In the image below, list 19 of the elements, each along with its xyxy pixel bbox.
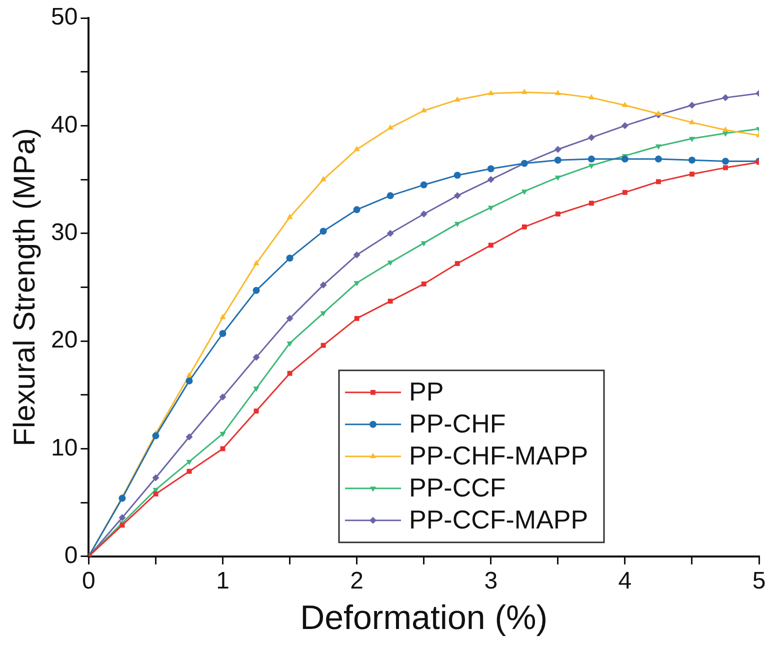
x-tick-label: 5 [752, 567, 766, 594]
x-tick-label: 0 [82, 567, 96, 594]
x-axis-title: Deformation (%) [300, 598, 548, 637]
legend-label: PP-CHF-MAPP [409, 440, 588, 471]
x-tick-label: 1 [216, 567, 230, 594]
y-tick-label: 0 [64, 542, 78, 570]
y-tick-label: 10 [50, 434, 78, 462]
x-tick-label: 2 [350, 567, 364, 594]
legend-label: PP-CCF [409, 472, 506, 503]
y-axis-title: Flexural Strength (MPa) [8, 128, 42, 446]
y-tick-label: 50 [50, 4, 78, 31]
x-tick-label: 3 [484, 567, 498, 594]
y-tick-label: 20 [50, 326, 78, 354]
legend-label: PP-CHF [409, 408, 506, 439]
x-tick-label: 4 [618, 567, 632, 594]
y-tick-label: 40 [50, 111, 78, 138]
y-tick-label: 30 [50, 218, 78, 246]
legend-label: PP-CCF-MAPP [409, 504, 588, 535]
legend-label: PP [409, 376, 444, 407]
